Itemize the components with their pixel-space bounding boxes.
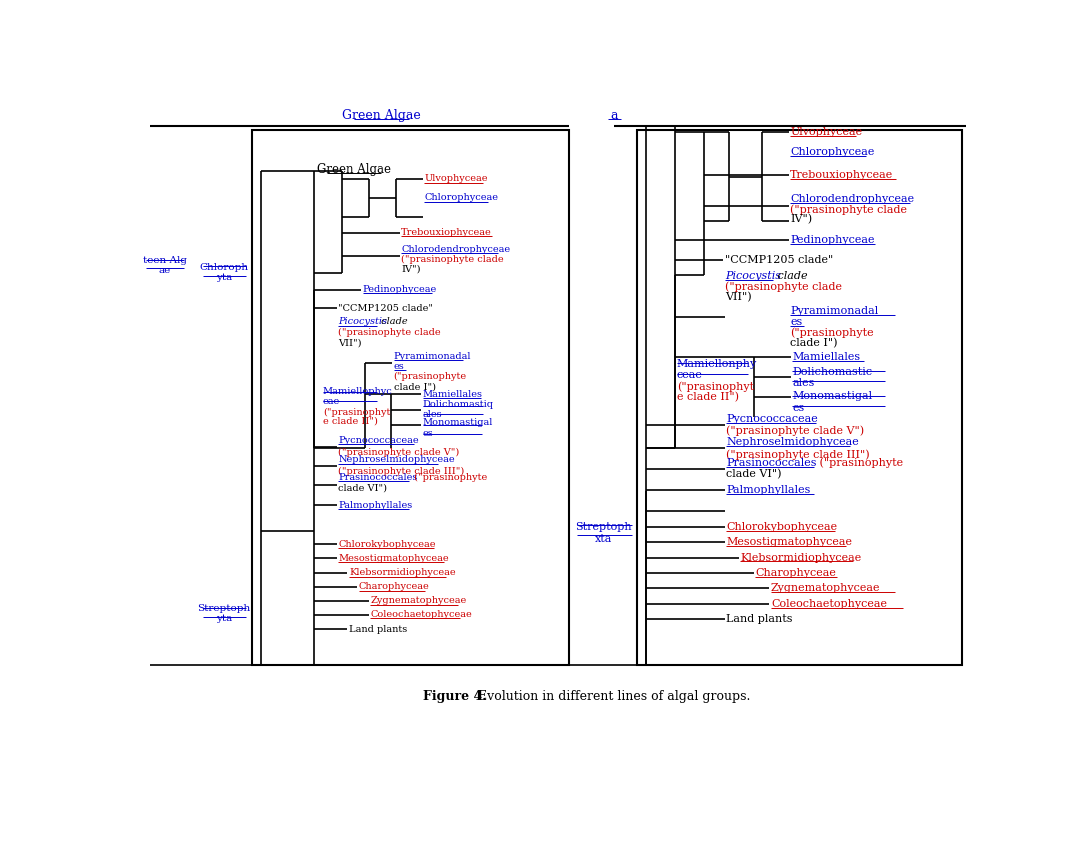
Text: IV"): IV") bbox=[401, 264, 421, 273]
Text: Trebouxiophyceae: Trebouxiophyceae bbox=[790, 170, 894, 180]
Text: Picocystis: Picocystis bbox=[725, 271, 781, 281]
Text: ("prasinophyte: ("prasinophyte bbox=[790, 327, 874, 338]
Text: clade I"): clade I") bbox=[790, 338, 837, 349]
Text: Mamiellonphy
ceae: Mamiellonphy ceae bbox=[677, 359, 757, 380]
Text: Monomastigal
es: Monomastigal es bbox=[792, 391, 872, 413]
Text: VII"): VII") bbox=[725, 292, 751, 303]
Text: ("prasinophyt: ("prasinophyt bbox=[677, 381, 754, 392]
Text: Mamiellophyc
eae: Mamiellophyc eae bbox=[322, 387, 393, 406]
Text: es: es bbox=[394, 362, 405, 371]
Text: Land plants: Land plants bbox=[726, 614, 793, 624]
Text: ("prasinophyte clade III"): ("prasinophyte clade III") bbox=[339, 467, 464, 476]
Text: Mesostigmatophyceae: Mesostigmatophyceae bbox=[726, 537, 853, 547]
Text: Nephroselmidophyceae: Nephroselmidophyceae bbox=[339, 455, 454, 464]
Bar bbox=[637, 130, 962, 665]
Text: Land plants: Land plants bbox=[348, 625, 407, 633]
Text: Charophyceae: Charophyceae bbox=[359, 582, 430, 591]
Text: Prasinococcales: Prasinococcales bbox=[726, 458, 817, 468]
Text: Trebouxiophyceae: Trebouxiophyceae bbox=[401, 228, 492, 237]
Text: Picocystis: Picocystis bbox=[339, 317, 387, 326]
Text: ("prasinophyte clade: ("prasinophyte clade bbox=[339, 328, 440, 337]
Text: Chlorokybophyceae: Chlorokybophyceae bbox=[339, 540, 436, 549]
Text: clade VI"): clade VI") bbox=[339, 484, 387, 493]
Text: Pedinophyceae: Pedinophyceae bbox=[790, 235, 874, 246]
Text: Evolution in different lines of algal groups.: Evolution in different lines of algal gr… bbox=[474, 690, 751, 702]
Text: Zygnematophyceae: Zygnematophyceae bbox=[370, 596, 466, 606]
Text: a: a bbox=[610, 109, 618, 122]
Text: ("prasinophyte clade: ("prasinophyte clade bbox=[725, 281, 842, 292]
Text: VII"): VII") bbox=[339, 338, 361, 347]
Text: ("prasinophyt: ("prasinophyt bbox=[322, 407, 391, 416]
Text: es: es bbox=[790, 317, 803, 327]
Text: Dolichomastiq
ales: Dolichomastiq ales bbox=[423, 400, 493, 420]
Text: Palmophyllales: Palmophyllales bbox=[726, 484, 810, 495]
Text: Palmophyllales: Palmophyllales bbox=[339, 500, 412, 510]
Bar bbox=[252, 130, 569, 665]
Text: Streptoph
yta: Streptoph yta bbox=[198, 604, 251, 623]
Text: Pycnococcaceae: Pycnococcaceae bbox=[726, 414, 818, 424]
Text: clade: clade bbox=[379, 317, 408, 326]
Text: Coleochaetophyceae: Coleochaetophyceae bbox=[370, 610, 472, 619]
Text: Pedinophyceae: Pedinophyceae bbox=[362, 285, 437, 294]
Text: ("prasinophyte: ("prasinophyte bbox=[394, 372, 466, 381]
Text: Chlorodendrophyceae: Chlorodendrophyceae bbox=[401, 245, 511, 254]
Text: Figure 4.: Figure 4. bbox=[423, 690, 487, 702]
Text: Green Algae: Green Algae bbox=[317, 163, 391, 176]
Text: Coleochaetophyceae: Coleochaetophyceae bbox=[770, 599, 887, 609]
Text: Ulvophyceae: Ulvophyceae bbox=[790, 128, 862, 137]
Text: e clade II"): e clade II") bbox=[677, 392, 739, 403]
Text: Klebsormidiophyceae: Klebsormidiophyceae bbox=[740, 553, 861, 563]
Text: Streptoph
xta: Streptoph xta bbox=[576, 522, 632, 543]
Text: e clade II"): e clade II") bbox=[322, 417, 378, 426]
Text: clade VI"): clade VI") bbox=[726, 469, 781, 479]
Text: ("prasinophyte: ("prasinophyte bbox=[411, 473, 488, 482]
Text: ("prasinophyte clade: ("prasinophyte clade bbox=[401, 255, 504, 264]
Text: Dolichomastic
ales: Dolichomastic ales bbox=[792, 367, 872, 389]
Text: Nephroselmidophyceae: Nephroselmidophyceae bbox=[726, 437, 859, 447]
Text: clade I"): clade I") bbox=[394, 382, 436, 391]
Text: "CCMP1205 clade": "CCMP1205 clade" bbox=[725, 255, 833, 265]
Text: Monomastigal
es: Monomastigal es bbox=[423, 419, 493, 438]
Text: Prasinococcales: Prasinococcales bbox=[339, 473, 418, 482]
Text: teen Alg
ae: teen Alg ae bbox=[143, 256, 187, 275]
Text: Chlorophyceae: Chlorophyceae bbox=[790, 146, 874, 156]
Text: clade: clade bbox=[774, 271, 807, 281]
Text: Chloroph
yta: Chloroph yta bbox=[200, 263, 249, 283]
Text: Chlorodendrophyceae: Chlorodendrophyceae bbox=[790, 194, 914, 204]
Text: Pyramimonadal: Pyramimonadal bbox=[394, 352, 471, 361]
Text: IV"): IV") bbox=[790, 214, 813, 225]
Text: ("prasinophyte clade V"): ("prasinophyte clade V") bbox=[726, 426, 865, 436]
Text: Green Algae: Green Algae bbox=[342, 109, 421, 122]
Text: ("prasinophyte: ("prasinophyte bbox=[816, 458, 902, 468]
Text: Mamiellales: Mamiellales bbox=[792, 352, 860, 362]
Text: Mesostigmatophyceae: Mesostigmatophyceae bbox=[339, 554, 449, 563]
Text: Zygnematophyceae: Zygnematophyceae bbox=[770, 584, 881, 594]
Text: ("prasinophyte clade: ("prasinophyte clade bbox=[790, 204, 907, 214]
Text: Ulvophyceae: Ulvophyceae bbox=[424, 174, 488, 183]
Text: Chlorokybophyceae: Chlorokybophyceae bbox=[726, 521, 837, 532]
Text: "CCMP1205 clade": "CCMP1205 clade" bbox=[339, 304, 433, 313]
Text: Pycnococcaceae: Pycnococcaceae bbox=[339, 436, 419, 445]
Text: Klebsormidiophyceae: Klebsormidiophyceae bbox=[348, 569, 456, 578]
Text: Chlorophyceae: Chlorophyceae bbox=[424, 193, 499, 203]
Text: Mamiellales: Mamiellales bbox=[423, 389, 483, 399]
Text: ("prasinophyte clade III"): ("prasinophyte clade III") bbox=[726, 449, 870, 460]
Text: Charophyceae: Charophyceae bbox=[755, 568, 836, 578]
Text: Pyramimonadal: Pyramimonadal bbox=[790, 306, 879, 316]
Text: ("prasinophyte clade V"): ("prasinophyte clade V") bbox=[339, 447, 460, 457]
